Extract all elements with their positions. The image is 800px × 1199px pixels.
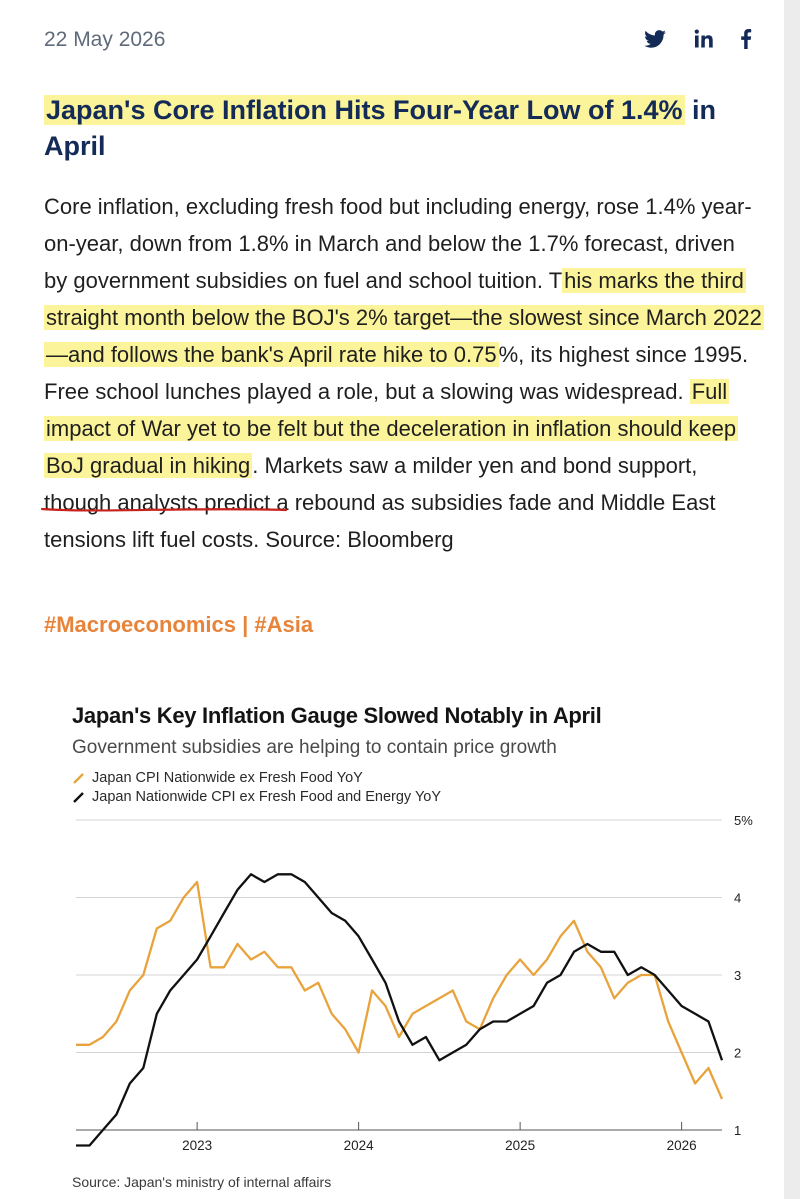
x-tick-label: 2026 [667, 1138, 697, 1153]
y-tick-label: 3 [734, 968, 741, 983]
body-part-3: . Markets saw a milder yen and bond supp… [44, 453, 716, 552]
scrollbar[interactable] [784, 0, 800, 1199]
post-date: 22 May 2026 [44, 28, 166, 51]
facebook-share-button[interactable] [740, 24, 752, 54]
chart-title: Japan's Key Inflation Gauge Slowed Notab… [72, 703, 602, 728]
post-body: Core inflation, excluding fresh food but… [44, 188, 764, 558]
linkedin-share-button[interactable] [694, 24, 714, 54]
x-tick-label: 2024 [344, 1138, 375, 1153]
legend-label: Japan CPI Nationwide ex Fresh Food YoY [92, 770, 363, 786]
title-highlight: Japan's Core Inflation Hits Four-Year Lo… [44, 95, 685, 125]
facebook-icon [741, 29, 752, 49]
y-tick-label: 1 [734, 1123, 741, 1138]
chart-source: Source: Japan's ministry of internal aff… [72, 1174, 332, 1190]
legend-item-core-cpi: Japan CPI Nationwide ex Fresh Food YoY [72, 770, 363, 786]
linkedin-icon [694, 29, 713, 48]
black-line-swatch [73, 792, 84, 803]
series-line-core-cpi [76, 880, 724, 1100]
y-tick-label: 5% [734, 813, 753, 828]
red-underline-annotation [40, 507, 288, 512]
chart-subtitle: Government subsidies are helping to cont… [72, 737, 557, 758]
x-tick-label: 2025 [505, 1138, 535, 1153]
post-title: Japan's Core Inflation Hits Four-Year Lo… [44, 92, 764, 164]
legend-label: Japan Nationwide CPI ex Fresh Food and E… [92, 789, 442, 805]
series-line-core-core-cpi [76, 873, 724, 1147]
y-tick-label: 4 [734, 891, 741, 906]
twitter-icon [644, 30, 666, 48]
title-rest: in April [44, 95, 717, 161]
y-tick-label: 2 [734, 1046, 741, 1061]
body-part-1: Core inflation, excluding fresh food but… [44, 194, 752, 293]
hashtags[interactable]: #Macroeconomics | #Asia [44, 612, 314, 637]
twitter-share-button[interactable] [644, 24, 666, 54]
x-tick-label: 2023 [182, 1138, 212, 1153]
orange-line-swatch [73, 773, 84, 784]
body-part-2: %, its highest since 1995. Free school l… [44, 342, 749, 404]
inflation-line-chart: 1 2 3 4 5% 2023 2024 2025 2026 [76, 813, 753, 1153]
legend-item-core-core-cpi: Japan Nationwide CPI ex Fresh Food and E… [72, 789, 441, 805]
